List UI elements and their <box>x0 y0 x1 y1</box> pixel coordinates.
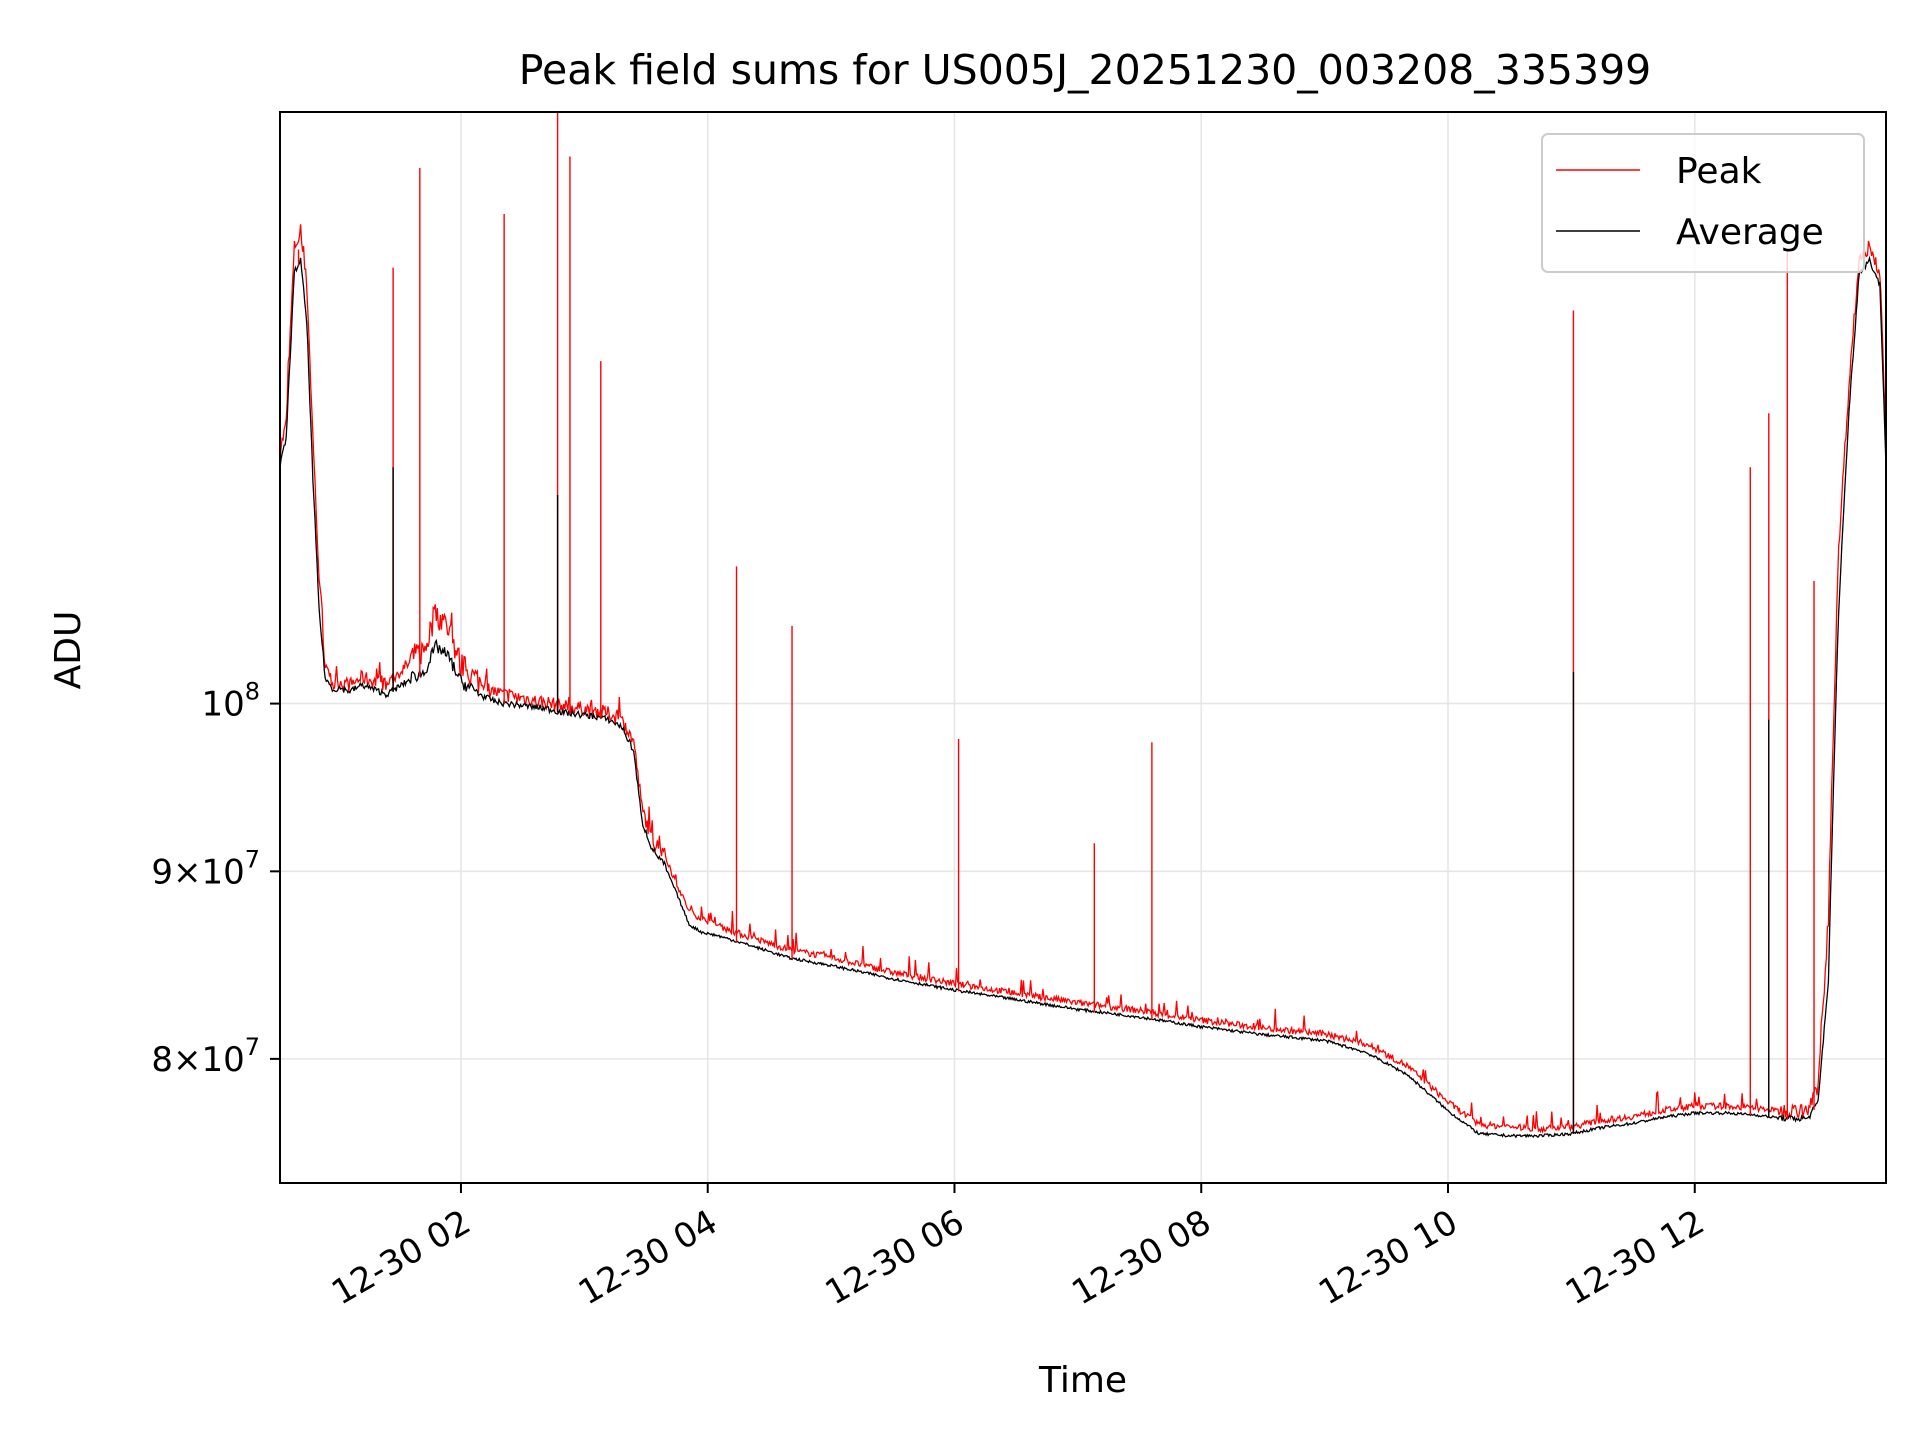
y-tick-mantissa: 9 <box>151 852 173 892</box>
plot-frame <box>279 111 1887 1184</box>
x-axis-label: Time <box>1038 1360 1127 1401</box>
y-tick-times: ×10 <box>173 1040 245 1080</box>
y-tick-exponent: 7 <box>245 845 260 873</box>
y-tick-exponent: 8 <box>245 678 260 706</box>
y-tick-label: 9×107 <box>151 845 260 892</box>
y-tick-label: 8×107 <box>151 1033 260 1080</box>
series-line-peak <box>279 224 1887 1135</box>
legend-box <box>1541 133 1865 273</box>
y-tick-label: 108 <box>201 678 260 725</box>
y-tick-mantissa: 8 <box>151 1040 173 1080</box>
series-line-average <box>279 255 1887 1139</box>
y-tick-exponent: 7 <box>245 1033 260 1061</box>
y-tick-times: ×10 <box>173 852 245 892</box>
y-tick-base: 10 <box>201 685 244 725</box>
chart-title: Peak field sums for US005J_20251230_0032… <box>519 46 1652 94</box>
legend-label-average: Average <box>1676 212 1824 253</box>
plot-series <box>279 112 1887 1139</box>
legend-label-peak: Peak <box>1676 151 1762 192</box>
y-axis-label: ADU <box>48 611 89 690</box>
legend: Peak Average <box>1541 133 1865 273</box>
